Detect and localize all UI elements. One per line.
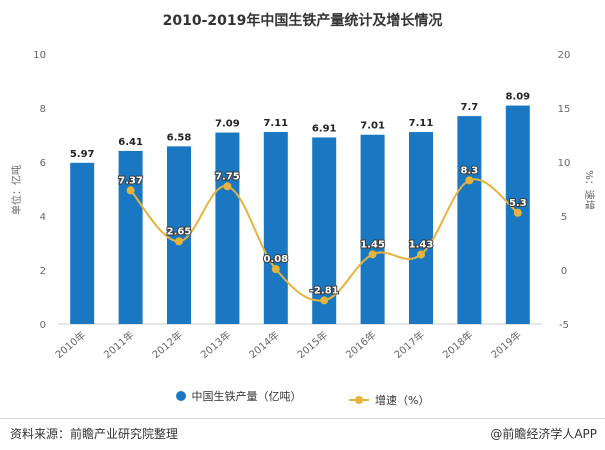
growth-point <box>513 208 522 217</box>
growth-point <box>271 265 280 274</box>
legend-item-production: 中国生铁产量（亿吨） <box>175 388 302 404</box>
bar <box>70 162 95 324</box>
y2-tick-label: 20 <box>558 50 571 61</box>
growth-point <box>175 237 183 246</box>
x-tick-label: 2015年 <box>295 328 331 361</box>
y2-tick-label: 15 <box>558 104 571 115</box>
bar-value-label: 7.01 <box>360 121 385 132</box>
legend-item-growth: 增速（%） <box>349 392 429 408</box>
growth-point <box>223 182 232 191</box>
y2-tick-label: 10 <box>558 158 571 169</box>
bar <box>312 137 337 324</box>
x-tick-label: 2017年 <box>391 328 427 361</box>
y-tick-label: 2 <box>40 266 46 277</box>
growth-point <box>465 176 474 185</box>
bar-value-label: 7.09 <box>215 119 240 130</box>
chart-axes: 0 2 4 6 8 10 -5 0 5 10 15 20 <box>33 50 570 331</box>
growth-value-label: 0.08 <box>263 254 288 265</box>
chart-title: 2010-2019年中国生铁产量统计及增长情况 <box>162 13 443 29</box>
x-tick-label: 2016年 <box>343 328 379 361</box>
source-note: 资料来源：前瞻产业研究院整理 <box>10 427 179 441</box>
growth-point <box>417 250 425 259</box>
x-tick-labels: 2010年 2011年 2012年 2013年 2014年 2015年 2016年 2017年… <box>53 328 524 361</box>
x-tick-label: 2014年 <box>246 328 282 361</box>
legend-label-production: 中国生铁产量（亿吨） <box>191 390 302 403</box>
bar-value-label: 5.97 <box>70 149 95 160</box>
bar <box>215 132 240 324</box>
x-tick-label: 2011年 <box>101 328 137 361</box>
bar-series <box>70 105 530 324</box>
bar-value-label: 7.11 <box>263 118 288 129</box>
growth-point <box>368 250 377 259</box>
bar-value-label: 8.09 <box>505 92 530 103</box>
y-axis-label: 单位：亿吨 <box>10 165 23 215</box>
growth-value-label: 1.43 <box>409 240 434 251</box>
x-tick-label: 2018年 <box>440 328 476 361</box>
bar <box>167 146 191 324</box>
x-tick-label: 2010年 <box>53 328 89 361</box>
bar <box>263 132 288 324</box>
bar <box>409 132 433 324</box>
line-labels: 7.37 2.65 7.75 0.08 -2.81 1.45 1.43 8.3 5.3 <box>117 164 527 297</box>
growth-value-label: 8.3 <box>461 165 479 176</box>
growth-point <box>320 296 329 305</box>
legend-label-growth: 增速（%） <box>375 394 430 407</box>
bar <box>457 116 482 324</box>
y-tick-label: 6 <box>40 158 46 169</box>
y2-tick-label: -5 <box>559 320 569 331</box>
bar-value-label: 7.7 <box>461 102 479 113</box>
bar <box>118 150 143 324</box>
bar <box>360 134 385 324</box>
x-tick-label: 2013年 <box>198 328 234 361</box>
legend-bar-swatch <box>175 391 186 401</box>
y2-axis-label: %：速增 <box>583 170 596 210</box>
x-tick-label: 2019年 <box>488 328 524 361</box>
y-tick-label: 8 <box>40 104 46 115</box>
y-tick-label: 0 <box>40 320 46 331</box>
growth-value-label: 5.3 <box>509 198 527 209</box>
legend-line-swatch <box>349 396 370 404</box>
y-tick-label: 10 <box>33 50 46 61</box>
y-tick-label: 4 <box>40 212 46 223</box>
chart-legend: 中国生铁产量（亿吨） 增速（%） <box>0 388 605 408</box>
footer: 资料来源：前瞻产业研究院整理 @前瞻经济学人APP <box>0 418 605 450</box>
growth-point <box>126 186 135 195</box>
brand-note: @前瞻经济学人APP <box>490 427 597 441</box>
y2-tick-label: 5 <box>561 212 567 223</box>
growth-value-label: 7.75 <box>215 171 240 182</box>
growth-value-label: -2.81 <box>310 285 339 296</box>
bar-value-label: 6.58 <box>167 132 192 143</box>
line-series <box>126 176 522 305</box>
x-tick-label: 2012年 <box>149 328 185 361</box>
bar-value-label: 7.11 <box>409 118 434 129</box>
bar-labels: 5.97 6.41 6.58 7.09 7.11 6.91 7.01 7.11 7.7 8.09 <box>70 92 530 160</box>
growth-value-label: 2.65 <box>167 226 192 237</box>
growth-value-label: 1.45 <box>360 239 385 250</box>
y2-tick-label: 0 <box>561 266 567 277</box>
bar-value-label: 6.41 <box>118 137 143 148</box>
growth-value-label: 7.37 <box>118 175 143 186</box>
bar-value-label: 6.91 <box>312 123 337 134</box>
